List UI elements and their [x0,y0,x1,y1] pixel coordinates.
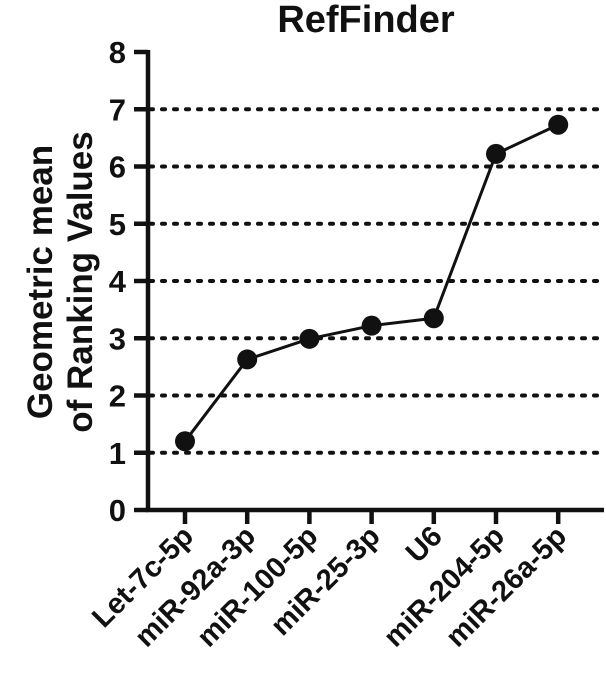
data-point-miR-100-5p [299,328,320,349]
series [175,114,569,452]
y-tick-label-4: 4 [109,264,127,299]
chart-title: RefFinder [277,0,455,41]
y-tick-label-3: 3 [109,321,126,356]
data-point-miR-92a-3p [237,349,258,370]
y-tick-label-1: 1 [109,436,126,471]
data-point-miR-204-5p [486,143,506,164]
y-axis-label-line-1: Geometric mean [21,145,60,419]
y-ticks: 0 1 2 3 4 5 6 7 8 [109,35,148,528]
y-tick-label-2: 2 [109,379,126,414]
data-point-U6 [423,308,444,329]
data-point-Let-7c-5p [175,431,195,452]
data-point-miR-26a-5p [548,114,569,135]
data-point-miR-25-3p [361,315,382,336]
y-tick-label-6: 6 [109,150,126,185]
y-tick-label-7: 7 [109,92,126,127]
series-line-0 [183,123,559,443]
y-axis-label-line-2: of Ranking Values [61,131,100,432]
y-axis-label: Geometric mean of Ranking Values [21,131,100,432]
y-tick-label-8: 8 [109,35,126,70]
y-tick-label-0: 0 [109,493,126,528]
gridlines [148,107,602,455]
x-tick-label-4: U6 [400,520,449,569]
y-tick-label-5: 5 [109,207,126,242]
